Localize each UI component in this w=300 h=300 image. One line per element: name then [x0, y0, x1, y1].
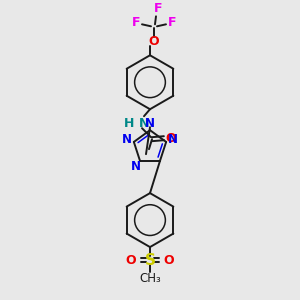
Text: S: S: [145, 253, 155, 268]
Text: N: N: [122, 133, 132, 146]
Text: O: O: [166, 132, 176, 145]
Text: O: O: [126, 254, 136, 266]
Text: N: N: [131, 160, 141, 173]
Text: F: F: [168, 16, 176, 29]
Text: N: N: [168, 133, 178, 146]
Text: H: H: [124, 117, 134, 130]
Text: O: O: [164, 254, 174, 266]
Text: N: N: [145, 117, 155, 130]
Text: F: F: [154, 2, 162, 15]
Text: O: O: [149, 35, 159, 48]
Text: F: F: [132, 16, 140, 29]
Text: N: N: [139, 117, 149, 130]
Text: CH₃: CH₃: [139, 272, 161, 284]
